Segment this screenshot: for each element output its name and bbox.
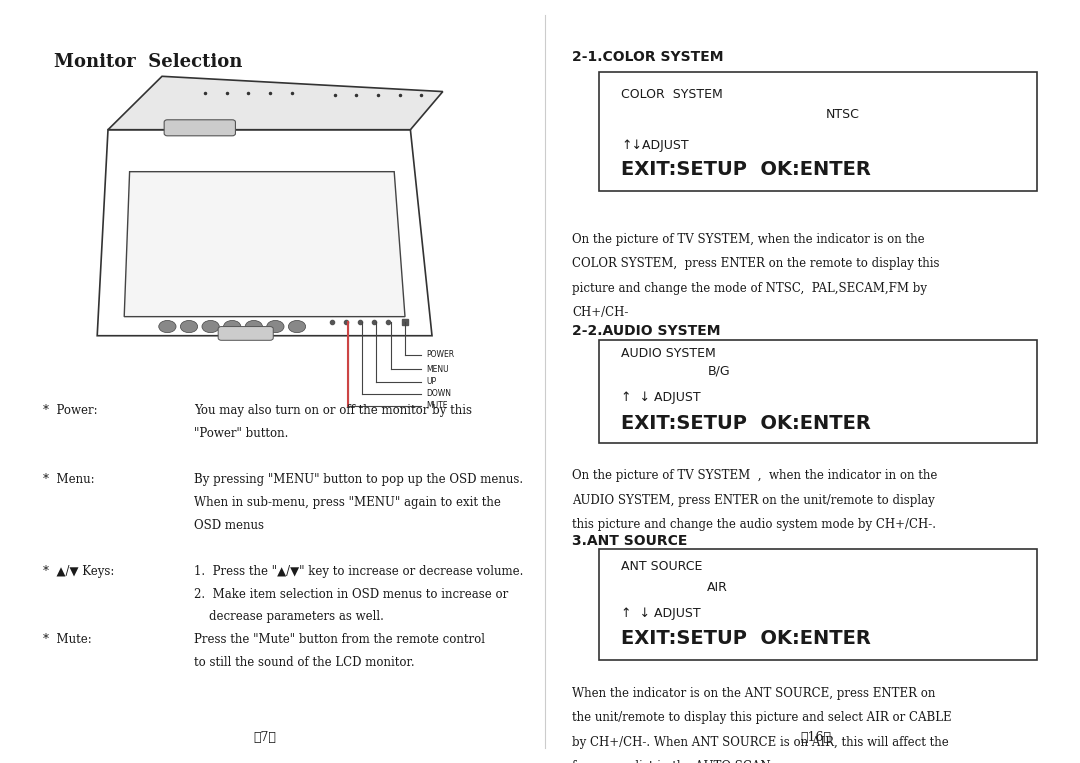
Text: Press the "Mute" button from the remote control: Press the "Mute" button from the remote … bbox=[194, 633, 485, 646]
Text: ↑  ↓ ADJUST: ↑ ↓ ADJUST bbox=[621, 607, 701, 620]
Text: ANT SOURCE: ANT SOURCE bbox=[621, 560, 702, 573]
Text: 2-1.COLOR SYSTEM: 2-1.COLOR SYSTEM bbox=[572, 50, 724, 63]
Text: 3.ANT SOURCE: 3.ANT SOURCE bbox=[572, 534, 688, 548]
Text: by CH+/CH-. When ANT SOURCE is on AIR, this will affect the: by CH+/CH-. When ANT SOURCE is on AIR, t… bbox=[572, 736, 949, 749]
Circle shape bbox=[288, 320, 306, 333]
Text: On the picture of TV SYSTEM  ,  when the indicator in on the: On the picture of TV SYSTEM , when the i… bbox=[572, 469, 937, 482]
Text: *  Mute:: * Mute: bbox=[43, 633, 92, 646]
Text: 〈16〉: 〈16〉 bbox=[800, 731, 831, 744]
Text: *  Menu:: * Menu: bbox=[43, 473, 95, 486]
Polygon shape bbox=[108, 76, 443, 130]
Text: On the picture of TV SYSTEM, when the indicator is on the: On the picture of TV SYSTEM, when the in… bbox=[572, 233, 926, 246]
Polygon shape bbox=[124, 172, 405, 317]
Text: EXIT:SETUP  OK:ENTER: EXIT:SETUP OK:ENTER bbox=[621, 414, 870, 433]
Text: Monitor  Selection: Monitor Selection bbox=[54, 53, 242, 72]
Text: AUDIO SYSTEM, press ENTER on the unit/remote to display: AUDIO SYSTEM, press ENTER on the unit/re… bbox=[572, 494, 935, 507]
Text: By pressing "MENU" button to pop up the OSD menus.: By pressing "MENU" button to pop up the … bbox=[194, 473, 524, 486]
Text: frequency list in the AUTO SCAN.: frequency list in the AUTO SCAN. bbox=[572, 760, 774, 763]
Text: B/G: B/G bbox=[707, 365, 730, 378]
Text: 《7》: 《7》 bbox=[253, 731, 276, 744]
FancyBboxPatch shape bbox=[164, 120, 235, 136]
Text: UP: UP bbox=[427, 377, 436, 386]
Text: EXIT:SETUP  OK:ENTER: EXIT:SETUP OK:ENTER bbox=[621, 629, 870, 649]
Text: DOWN: DOWN bbox=[427, 389, 451, 398]
FancyBboxPatch shape bbox=[218, 327, 273, 340]
Text: COLOR SYSTEM,  press ENTER on the remote to display this: COLOR SYSTEM, press ENTER on the remote … bbox=[572, 257, 940, 270]
Text: 2.  Make item selection in OSD menus to increase or: 2. Make item selection in OSD menus to i… bbox=[194, 588, 509, 600]
Circle shape bbox=[267, 320, 284, 333]
Text: AUDIO SYSTEM: AUDIO SYSTEM bbox=[621, 347, 716, 360]
Text: to still the sound of the LCD monitor.: to still the sound of the LCD monitor. bbox=[194, 656, 415, 669]
Text: POWER: POWER bbox=[427, 350, 455, 359]
Text: decrease parameters as well.: decrease parameters as well. bbox=[194, 610, 384, 623]
Text: ↑  ↓ ADJUST: ↑ ↓ ADJUST bbox=[621, 391, 701, 404]
Text: When in sub-menu, press "MENU" again to exit the: When in sub-menu, press "MENU" again to … bbox=[194, 496, 501, 509]
Text: this picture and change the audio system mode by CH+/CH-.: this picture and change the audio system… bbox=[572, 518, 936, 531]
FancyBboxPatch shape bbox=[599, 72, 1037, 191]
Text: OSD menus: OSD menus bbox=[194, 519, 265, 532]
Text: ↑↓ADJUST: ↑↓ADJUST bbox=[621, 139, 689, 152]
Text: picture and change the mode of NTSC,  PAL,SECAM,FM by: picture and change the mode of NTSC, PAL… bbox=[572, 282, 928, 295]
Text: "Power" button.: "Power" button. bbox=[194, 427, 288, 440]
Text: COLOR  SYSTEM: COLOR SYSTEM bbox=[621, 88, 723, 101]
Circle shape bbox=[180, 320, 198, 333]
Text: MUTE: MUTE bbox=[427, 401, 448, 410]
Text: *  Power:: * Power: bbox=[43, 404, 98, 417]
Text: AIR: AIR bbox=[707, 581, 728, 594]
FancyBboxPatch shape bbox=[599, 549, 1037, 660]
Circle shape bbox=[224, 320, 241, 333]
Circle shape bbox=[202, 320, 219, 333]
FancyBboxPatch shape bbox=[599, 340, 1037, 443]
Text: 2-2.AUDIO SYSTEM: 2-2.AUDIO SYSTEM bbox=[572, 324, 721, 338]
Text: CH+/CH-: CH+/CH- bbox=[572, 306, 629, 319]
Text: EXIT:SETUP  OK:ENTER: EXIT:SETUP OK:ENTER bbox=[621, 160, 870, 179]
Text: 1.  Press the "▲/▼" key to increase or decrease volume.: 1. Press the "▲/▼" key to increase or de… bbox=[194, 565, 524, 578]
Text: You may also turn on or off the monitor by this: You may also turn on or off the monitor … bbox=[194, 404, 472, 417]
Circle shape bbox=[245, 320, 262, 333]
Text: When the indicator is on the ANT SOURCE, press ENTER on: When the indicator is on the ANT SOURCE,… bbox=[572, 687, 935, 700]
Text: NTSC: NTSC bbox=[826, 108, 860, 121]
Text: MENU: MENU bbox=[427, 365, 449, 374]
Text: *  ▲/▼ Keys:: * ▲/▼ Keys: bbox=[43, 565, 114, 578]
Text: the unit/remote to display this picture and select AIR or CABLE: the unit/remote to display this picture … bbox=[572, 711, 953, 724]
Circle shape bbox=[159, 320, 176, 333]
